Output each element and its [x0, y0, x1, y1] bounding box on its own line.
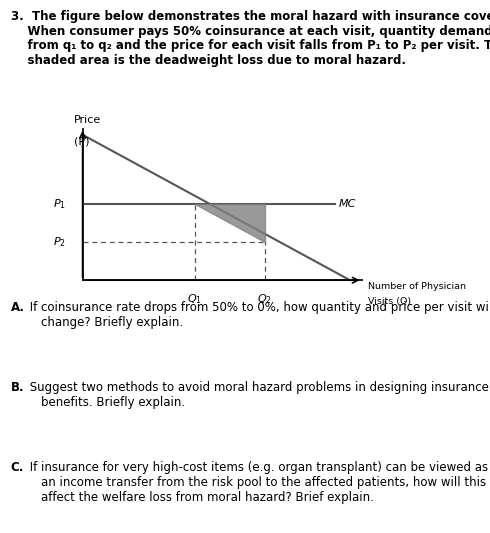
Text: $Q_2$: $Q_2$	[257, 293, 272, 306]
Text: MC: MC	[339, 199, 356, 209]
Text: $P_2$: $P_2$	[53, 235, 66, 249]
Text: When consumer pays 50% coinsurance at each visit, quantity demanded rises: When consumer pays 50% coinsurance at ea…	[11, 25, 490, 37]
Polygon shape	[195, 204, 265, 242]
Text: (P): (P)	[74, 136, 90, 146]
Text: Visits (Q): Visits (Q)	[368, 297, 411, 306]
Text: from q₁ to q₂ and the price for each visit falls from P₁ to P₂ per visit. The: from q₁ to q₂ and the price for each vis…	[11, 39, 490, 52]
Text: If coinsurance rate drops from 50% to 0%, how quantity and price per visit will
: If coinsurance rate drops from 50% to 0%…	[26, 301, 490, 329]
Text: A.: A.	[11, 301, 25, 314]
Text: Suggest two methods to avoid moral hazard problems in designing insurance
    be: Suggest two methods to avoid moral hazar…	[26, 381, 490, 409]
Text: Price: Price	[74, 115, 101, 125]
Text: $Q_1$: $Q_1$	[187, 293, 202, 306]
Text: $P_1$: $P_1$	[53, 197, 66, 211]
Text: Number of Physician: Number of Physician	[368, 282, 466, 290]
Text: B.: B.	[11, 381, 24, 394]
Text: 3.  The figure below demonstrates the moral hazard with insurance coverage.: 3. The figure below demonstrates the mor…	[11, 10, 490, 22]
Text: shaded area is the deadweight loss due to moral hazard.: shaded area is the deadweight loss due t…	[11, 54, 406, 67]
Text: If insurance for very high-cost items (e.g. organ transplant) can be viewed as
 : If insurance for very high-cost items (e…	[26, 461, 489, 504]
Text: C.: C.	[11, 461, 24, 474]
